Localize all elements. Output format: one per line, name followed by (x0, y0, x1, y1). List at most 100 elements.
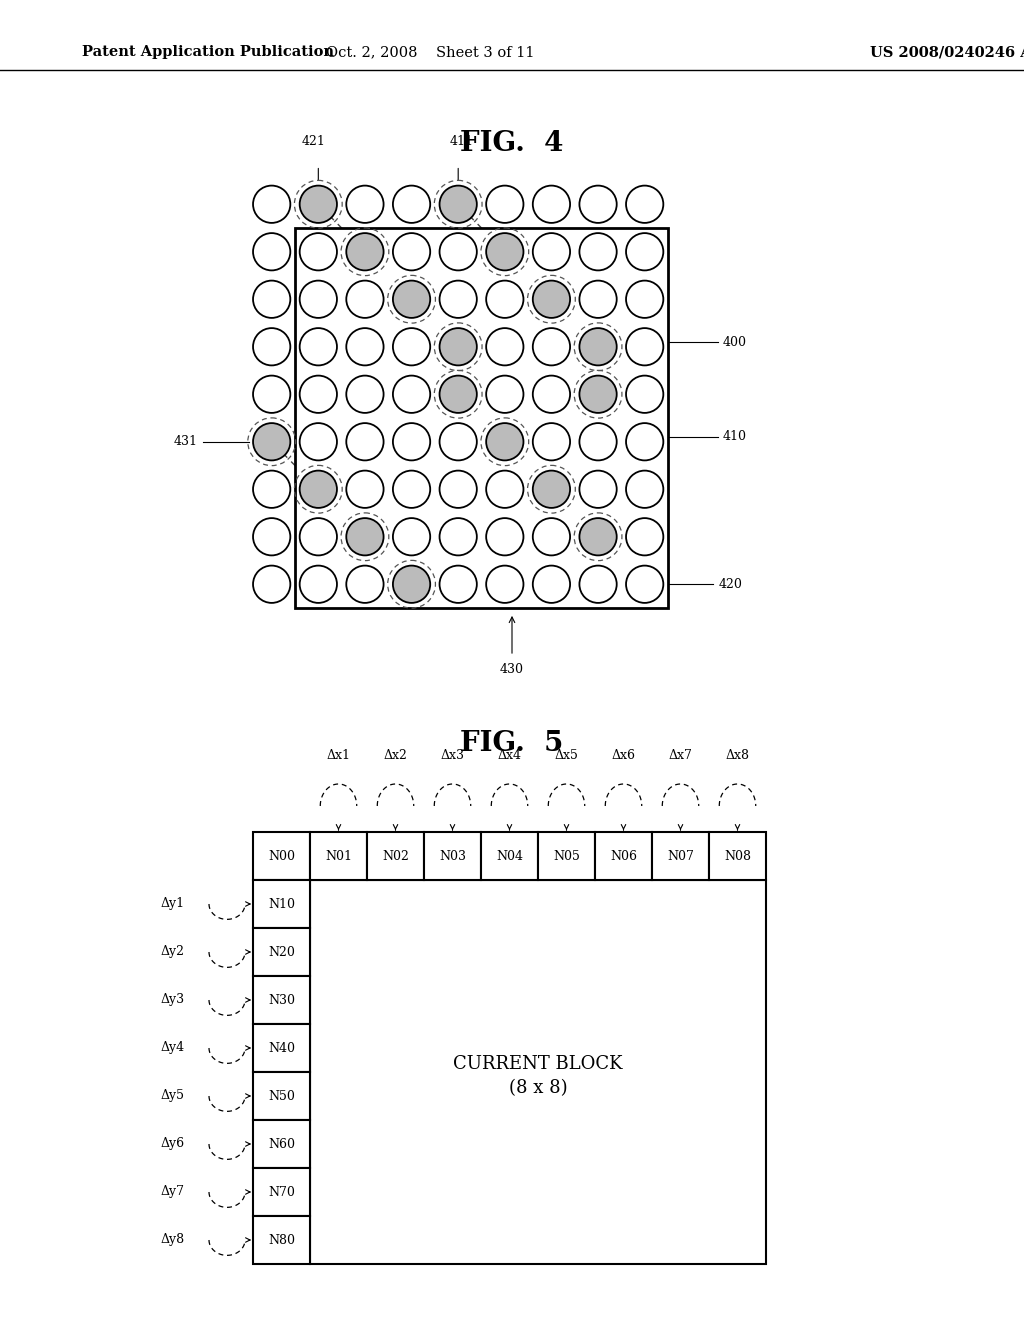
Circle shape (532, 234, 570, 271)
Circle shape (626, 186, 664, 223)
Text: 420: 420 (719, 578, 742, 591)
Circle shape (580, 186, 616, 223)
Text: Δx8: Δx8 (725, 748, 750, 762)
Circle shape (532, 424, 570, 461)
Text: Δx5: Δx5 (555, 748, 579, 762)
Text: N60: N60 (268, 1138, 295, 1151)
Circle shape (346, 329, 384, 366)
Text: Δy8: Δy8 (161, 1233, 185, 1246)
Circle shape (253, 329, 291, 366)
Circle shape (439, 519, 477, 556)
Text: N50: N50 (268, 1089, 295, 1102)
Circle shape (626, 281, 664, 318)
Circle shape (253, 565, 291, 603)
Bar (253, 975, 310, 1024)
Text: Δy6: Δy6 (161, 1138, 185, 1151)
Bar (709, 832, 766, 880)
Circle shape (626, 329, 664, 366)
Circle shape (532, 519, 570, 556)
Circle shape (626, 424, 664, 461)
Circle shape (393, 424, 430, 461)
Bar (253, 1024, 310, 1072)
Circle shape (486, 471, 523, 508)
Bar (253, 1216, 310, 1265)
Circle shape (439, 376, 477, 413)
Bar (595, 832, 652, 880)
Circle shape (346, 519, 384, 556)
Circle shape (532, 471, 570, 508)
Text: N05: N05 (553, 850, 580, 862)
Text: N30: N30 (268, 994, 295, 1006)
Circle shape (300, 519, 337, 556)
Circle shape (532, 186, 570, 223)
Circle shape (253, 234, 291, 271)
Circle shape (532, 565, 570, 603)
Circle shape (300, 424, 337, 461)
Text: N10: N10 (268, 898, 295, 911)
Text: 430: 430 (500, 663, 524, 676)
Circle shape (532, 376, 570, 413)
Circle shape (439, 471, 477, 508)
Text: Oct. 2, 2008    Sheet 3 of 11: Oct. 2, 2008 Sheet 3 of 11 (326, 45, 535, 59)
Text: N04: N04 (496, 850, 523, 862)
Circle shape (486, 329, 523, 366)
Circle shape (439, 424, 477, 461)
Text: N07: N07 (667, 850, 694, 862)
Circle shape (300, 234, 337, 271)
Circle shape (393, 281, 430, 318)
Circle shape (486, 186, 523, 223)
Text: US 2008/0240246 A1: US 2008/0240246 A1 (870, 45, 1024, 59)
Circle shape (393, 234, 430, 271)
Text: Δy3: Δy3 (161, 994, 185, 1006)
Bar (424, 832, 481, 880)
Bar (367, 832, 424, 880)
Circle shape (300, 186, 337, 223)
Circle shape (393, 376, 430, 413)
Circle shape (300, 376, 337, 413)
Text: 410: 410 (723, 430, 746, 444)
Text: Δx4: Δx4 (498, 748, 521, 762)
Text: Δy1: Δy1 (161, 898, 185, 911)
Circle shape (486, 565, 523, 603)
Circle shape (253, 281, 291, 318)
Text: Δx3: Δx3 (440, 748, 465, 762)
Circle shape (346, 424, 384, 461)
Circle shape (626, 234, 664, 271)
Circle shape (393, 519, 430, 556)
Circle shape (486, 519, 523, 556)
Circle shape (346, 281, 384, 318)
Bar (481, 832, 538, 880)
Circle shape (580, 424, 616, 461)
Circle shape (300, 281, 337, 318)
Text: Δx7: Δx7 (669, 748, 692, 762)
Text: Patent Application Publication: Patent Application Publication (82, 45, 334, 59)
Circle shape (346, 234, 384, 271)
Circle shape (253, 519, 291, 556)
Circle shape (580, 234, 616, 271)
Circle shape (253, 424, 291, 461)
Circle shape (486, 376, 523, 413)
Circle shape (580, 281, 616, 318)
Text: N03: N03 (439, 850, 466, 862)
Text: N40: N40 (268, 1041, 295, 1055)
Text: (8 x 8): (8 x 8) (509, 1078, 567, 1097)
Text: N00: N00 (268, 850, 295, 862)
Text: N80: N80 (268, 1233, 295, 1246)
Circle shape (532, 329, 570, 366)
Circle shape (626, 471, 664, 508)
Circle shape (626, 376, 664, 413)
Text: Δx2: Δx2 (384, 748, 408, 762)
Circle shape (580, 376, 616, 413)
Bar (652, 832, 709, 880)
Text: N70: N70 (268, 1185, 295, 1199)
Circle shape (346, 376, 384, 413)
Circle shape (486, 424, 523, 461)
Circle shape (439, 186, 477, 223)
Circle shape (580, 329, 616, 366)
Bar (253, 1119, 310, 1168)
Circle shape (580, 565, 616, 603)
Bar (253, 1168, 310, 1216)
Circle shape (393, 471, 430, 508)
Text: 400: 400 (723, 335, 746, 348)
Circle shape (486, 234, 523, 271)
